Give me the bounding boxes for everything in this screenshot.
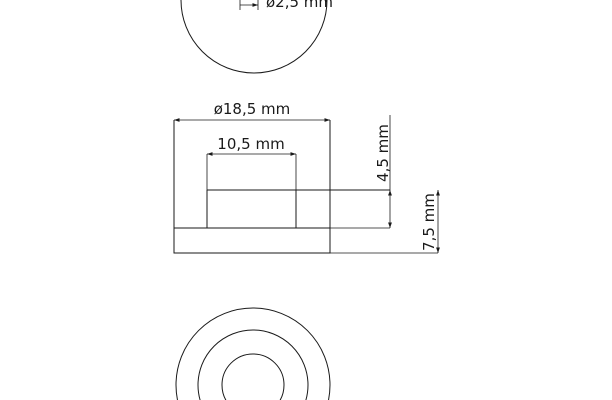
total-height-label: 7,5 mm [420, 193, 438, 251]
bottom-view-middle-circle [197, 329, 309, 400]
inner-width-label: 10,5 mm [217, 135, 284, 153]
top-hole-diameter-label: ø2,5 mm [266, 0, 333, 11]
bottom-view [175, 307, 331, 400]
bottom-view-outer-circle [175, 307, 331, 400]
side-view: ø18,5 mm 10,5 mm 4,5 mm 7,5 mm [173, 100, 440, 254]
top-view-outer-circle [180, 0, 328, 74]
step-height-label: 4,5 mm [374, 124, 392, 182]
outer-diameter-label: ø18,5 mm [214, 100, 291, 118]
bottom-view-inner-circle [221, 353, 285, 400]
base-plate-outline [173, 227, 331, 254]
top-view: ø2,5 mm [180, 0, 333, 74]
